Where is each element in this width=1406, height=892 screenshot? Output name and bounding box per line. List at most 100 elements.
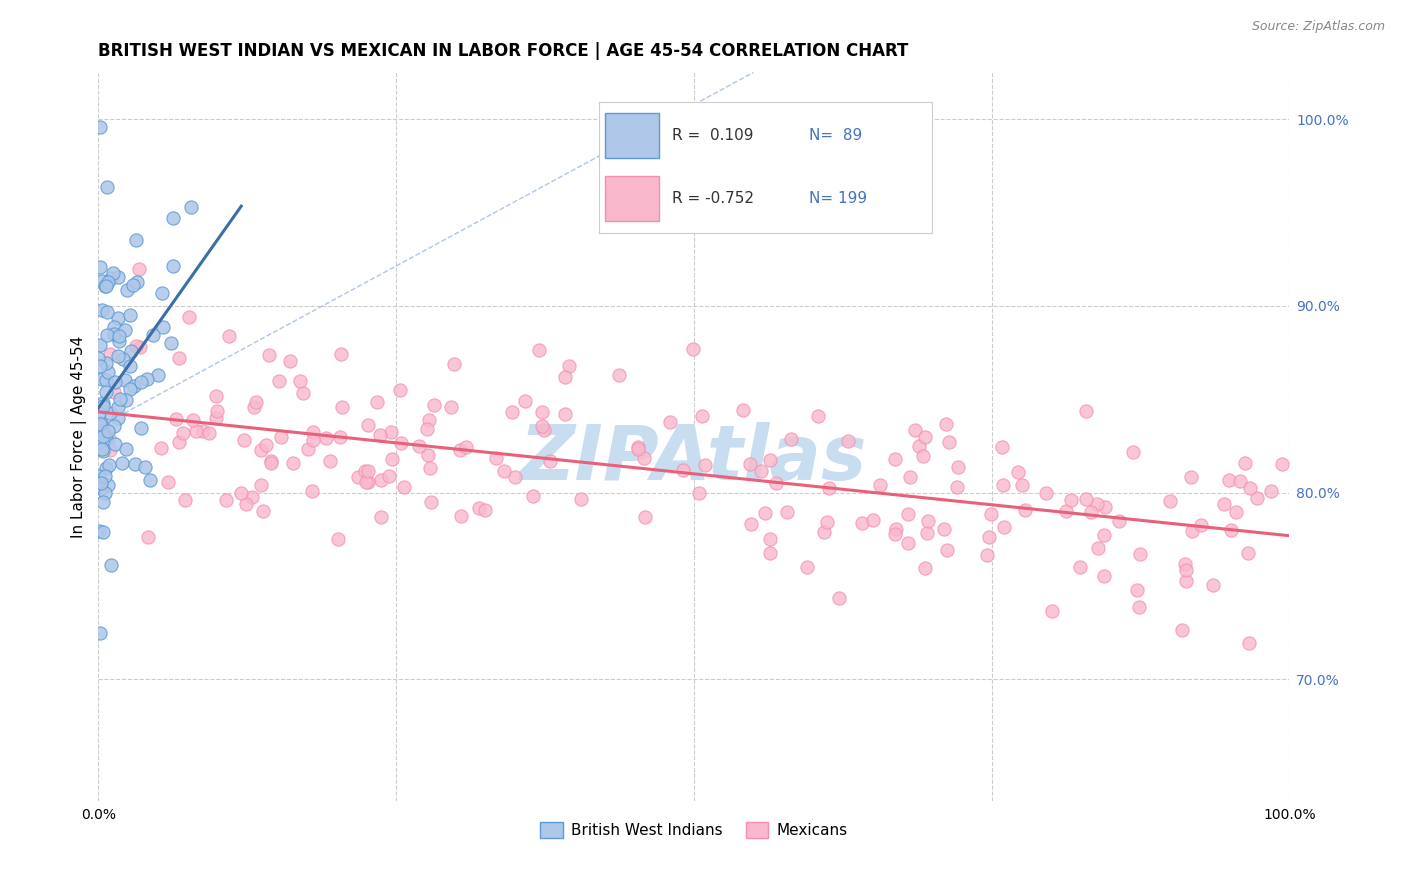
Point: [754, 506, 776, 520]
Point: [419, 461, 441, 475]
Point: [1129, 547, 1152, 561]
Point: [91, 424, 114, 438]
Point: [467, 501, 489, 516]
Point: [796, 559, 818, 574]
Point: [948, 459, 970, 474]
Point: [94, 460, 117, 475]
Point: [347, 469, 370, 483]
Point: [97, 365, 120, 379]
Point: [89, 417, 111, 431]
Point: [97, 275, 120, 289]
Point: [89, 626, 111, 640]
Point: [1087, 541, 1109, 556]
Point: [907, 439, 929, 453]
Point: [142, 328, 165, 343]
Point: [370, 509, 392, 524]
Point: [115, 392, 138, 407]
Point: [1092, 569, 1115, 583]
Point: [91, 495, 114, 509]
Point: [96, 328, 118, 343]
Point: [527, 343, 550, 358]
Point: [914, 561, 936, 575]
Point: [1092, 528, 1115, 542]
Point: [533, 423, 555, 437]
Point: [914, 429, 936, 443]
Point: [128, 261, 150, 276]
Point: [90, 481, 112, 495]
Point: [87, 406, 110, 420]
Point: [103, 419, 125, 434]
Point: [749, 464, 772, 478]
Point: [627, 440, 650, 454]
Point: [97, 458, 120, 472]
Point: [280, 354, 302, 368]
Point: [177, 310, 200, 324]
Point: [122, 379, 145, 393]
Point: [1069, 560, 1091, 574]
Point: [538, 453, 561, 467]
Point: [89, 359, 111, 373]
Point: [1234, 456, 1257, 470]
Point: [243, 400, 266, 414]
Point: [125, 339, 148, 353]
Point: [107, 269, 129, 284]
Point: [1260, 484, 1282, 499]
Point: [530, 418, 553, 433]
Point: [103, 326, 125, 341]
Point: [503, 469, 526, 483]
Point: [111, 456, 134, 470]
Point: [378, 468, 401, 483]
Point: [1074, 404, 1097, 418]
Point: [218, 329, 240, 343]
Point: [270, 430, 292, 444]
Point: [120, 382, 142, 396]
Point: [501, 405, 523, 419]
Point: [1174, 558, 1197, 572]
Point: [129, 375, 152, 389]
Point: [249, 477, 271, 491]
Point: [122, 278, 145, 293]
Point: [688, 486, 710, 500]
Point: [607, 368, 630, 382]
Point: [136, 530, 159, 544]
Point: [214, 492, 236, 507]
Point: [98, 443, 121, 458]
Point: [837, 434, 859, 448]
Point: [1218, 473, 1240, 487]
Point: [254, 438, 277, 452]
Point: [366, 394, 388, 409]
Point: [1225, 505, 1247, 519]
Point: [979, 530, 1001, 544]
Legend: British West Indians, Mexicans: British West Indians, Mexicans: [534, 816, 853, 844]
Point: [869, 478, 891, 492]
Point: [932, 522, 955, 536]
Point: [1042, 604, 1064, 618]
Point: [135, 372, 157, 386]
Point: [108, 392, 131, 406]
Point: [380, 425, 402, 439]
Point: [884, 451, 907, 466]
Y-axis label: In Labor Force | Age 45-54: In Labor Force | Age 45-54: [72, 335, 87, 538]
Point: [522, 490, 544, 504]
Point: [917, 515, 939, 529]
Point: [388, 384, 411, 398]
Point: [813, 524, 835, 539]
Point: [240, 491, 263, 505]
Point: [898, 470, 921, 484]
Point: [97, 478, 120, 492]
Point: [107, 349, 129, 363]
Text: Source: ZipAtlas.com: Source: ZipAtlas.com: [1251, 20, 1385, 33]
Point: [291, 386, 314, 401]
Point: [1054, 504, 1077, 518]
Point: [693, 458, 716, 473]
Point: [1085, 497, 1108, 511]
Point: [1014, 503, 1036, 517]
Point: [87, 418, 110, 433]
Point: [443, 358, 465, 372]
Point: [1239, 636, 1261, 650]
Point: [1219, 523, 1241, 537]
Point: [167, 435, 190, 450]
Point: [1060, 493, 1083, 508]
Point: [131, 421, 153, 435]
Point: [1080, 505, 1102, 519]
